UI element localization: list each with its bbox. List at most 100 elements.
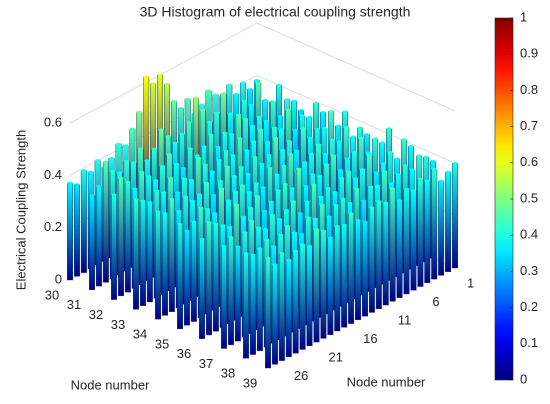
bar-top [438, 179, 444, 183]
bar [452, 163, 458, 269]
bar-top [307, 136, 314, 140]
bar-top [348, 212, 354, 216]
bar-top [431, 167, 437, 171]
colorbar-tick-label: 0.9 [520, 46, 538, 61]
x-tick-label: 30 [45, 287, 59, 302]
bar-top [319, 203, 325, 207]
bar [139, 200, 146, 306]
bar-top [263, 119, 270, 123]
bar-top [144, 159, 151, 163]
bar-top [359, 168, 366, 172]
bar-top [374, 184, 381, 188]
bar-top [226, 83, 233, 87]
bar-top [151, 147, 158, 151]
bar-top [308, 152, 315, 156]
bar [183, 230, 190, 326]
bar-top [129, 127, 136, 131]
bar-top [172, 141, 178, 145]
bar-top [300, 127, 307, 131]
bar [396, 200, 403, 298]
bar-top [250, 253, 256, 257]
bar [199, 239, 205, 339]
bar-top [286, 140, 293, 143]
z-tick-label: 0.4 [44, 167, 62, 182]
bar-top [94, 159, 101, 162]
bar-top [266, 153, 272, 157]
bar-top [196, 193, 203, 197]
bar-top [159, 164, 166, 168]
bar-top [342, 110, 348, 114]
bar-top [115, 142, 122, 146]
y-tick-label: 6 [432, 294, 439, 309]
bar-top [298, 232, 305, 236]
y-tick-label: 1 [467, 275, 474, 290]
bar [155, 211, 161, 320]
bar-top [89, 194, 95, 197]
bar-top [247, 206, 254, 210]
bar-top [176, 209, 182, 213]
bar-top [155, 210, 161, 214]
bar-top [387, 150, 393, 154]
bar-top [242, 231, 248, 235]
bar-top [143, 75, 149, 79]
bar-top [136, 110, 143, 114]
bar-top [401, 138, 407, 142]
bar [445, 172, 452, 272]
bar-top [284, 98, 290, 102]
bar-top [337, 168, 344, 172]
bar [424, 180, 431, 284]
colorbar-tick-label: 0.4 [520, 227, 538, 242]
bar-top [292, 128, 299, 132]
bar-top [270, 100, 277, 104]
bar-top [210, 193, 217, 197]
bar-top [276, 83, 282, 87]
bar-top [199, 237, 205, 241]
bar-top [243, 252, 249, 255]
bar [285, 259, 292, 358]
bar [265, 257, 271, 369]
bar-top [125, 180, 131, 184]
bar-top [299, 114, 305, 118]
bar-top [212, 93, 219, 97]
bar-top [327, 236, 334, 240]
bar-top [292, 249, 299, 253]
bar [190, 221, 197, 322]
bar [111, 194, 117, 300]
bar-top [403, 187, 410, 191]
bar-top [249, 124, 256, 128]
bar-top [255, 81, 261, 85]
grid-line [69, 22, 258, 124]
bar [368, 207, 375, 313]
bar-top [352, 177, 359, 181]
bar-top [277, 233, 284, 237]
z-tick-label: 0.2 [44, 219, 62, 234]
bar-top [228, 236, 234, 239]
bar-top [164, 82, 170, 86]
bar-top [298, 109, 304, 112]
bar-top [88, 170, 94, 174]
bar-top [323, 163, 330, 167]
y-tick-label: 26 [294, 368, 308, 383]
z-tick-label: 0.6 [44, 114, 62, 129]
bar-top [81, 169, 87, 172]
bar-top [255, 226, 262, 230]
bar-top [222, 131, 228, 135]
bar-top [137, 147, 144, 151]
y-tick-label: 16 [363, 331, 377, 346]
bar-top [198, 206, 204, 210]
bar-top [205, 89, 212, 93]
bar-top [246, 191, 253, 194]
bar-top [232, 190, 239, 194]
bar-top [257, 128, 264, 132]
colorbar-tick-label: 0.2 [520, 299, 538, 314]
bar-top [203, 181, 210, 185]
bar-top [276, 217, 283, 221]
bar [95, 186, 102, 287]
bar-top [320, 111, 326, 114]
bar-top [254, 195, 261, 198]
bar-top [223, 149, 229, 153]
bar-top [355, 219, 361, 222]
bar [124, 182, 131, 293]
bar [205, 222, 212, 336]
bar-top [248, 219, 255, 223]
